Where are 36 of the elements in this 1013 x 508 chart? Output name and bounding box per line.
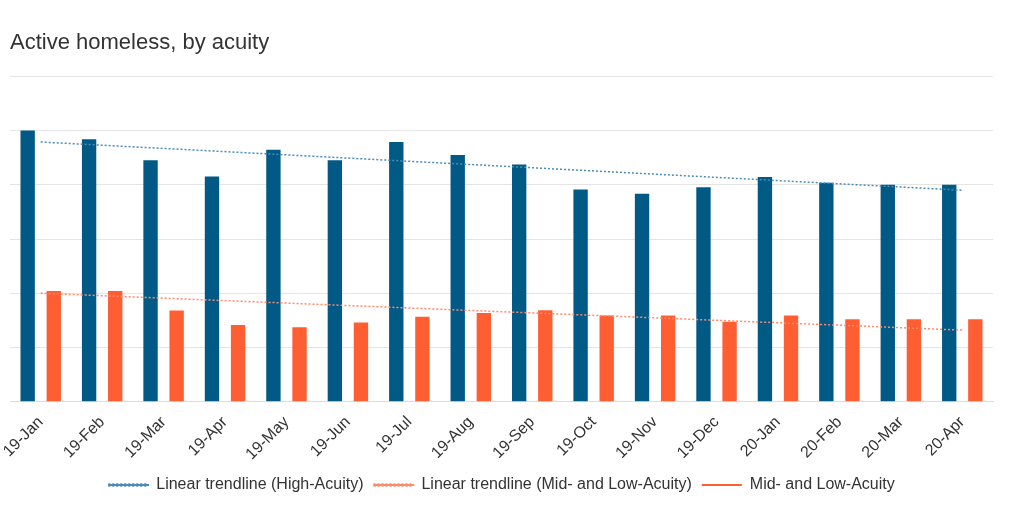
bar xyxy=(169,310,184,402)
bar xyxy=(660,315,676,402)
bar xyxy=(968,319,983,402)
bar xyxy=(266,149,281,402)
bar xyxy=(415,316,430,402)
bar xyxy=(573,189,588,402)
bar xyxy=(906,319,922,402)
bar xyxy=(353,322,369,402)
bar xyxy=(696,187,711,402)
bar xyxy=(108,291,123,402)
bar xyxy=(819,182,834,402)
bar xyxy=(46,291,61,402)
legend-label: Mid- and Low-Acuity xyxy=(749,475,895,493)
bar xyxy=(81,139,97,402)
bar xyxy=(20,130,35,402)
legend-label: Linear trendline (Mid- and Low-Acuity) xyxy=(421,475,692,493)
bar xyxy=(292,327,307,402)
bar xyxy=(599,315,614,402)
bar xyxy=(204,176,220,402)
bar xyxy=(845,319,860,402)
bar xyxy=(143,160,158,402)
bar xyxy=(230,324,246,402)
bar xyxy=(757,176,773,402)
bar xyxy=(511,164,527,402)
bar xyxy=(722,321,737,402)
chart-title: Active homeless, by acuity xyxy=(10,29,270,55)
bar xyxy=(880,184,895,402)
legend-label: Linear trendline (High-Acuity) xyxy=(156,475,364,493)
bar xyxy=(476,313,492,402)
bar xyxy=(634,193,650,402)
bar xyxy=(450,155,465,402)
bar xyxy=(389,142,404,402)
bar xyxy=(942,184,957,402)
bar xyxy=(538,310,553,402)
bar xyxy=(783,315,799,402)
bar xyxy=(327,160,343,402)
